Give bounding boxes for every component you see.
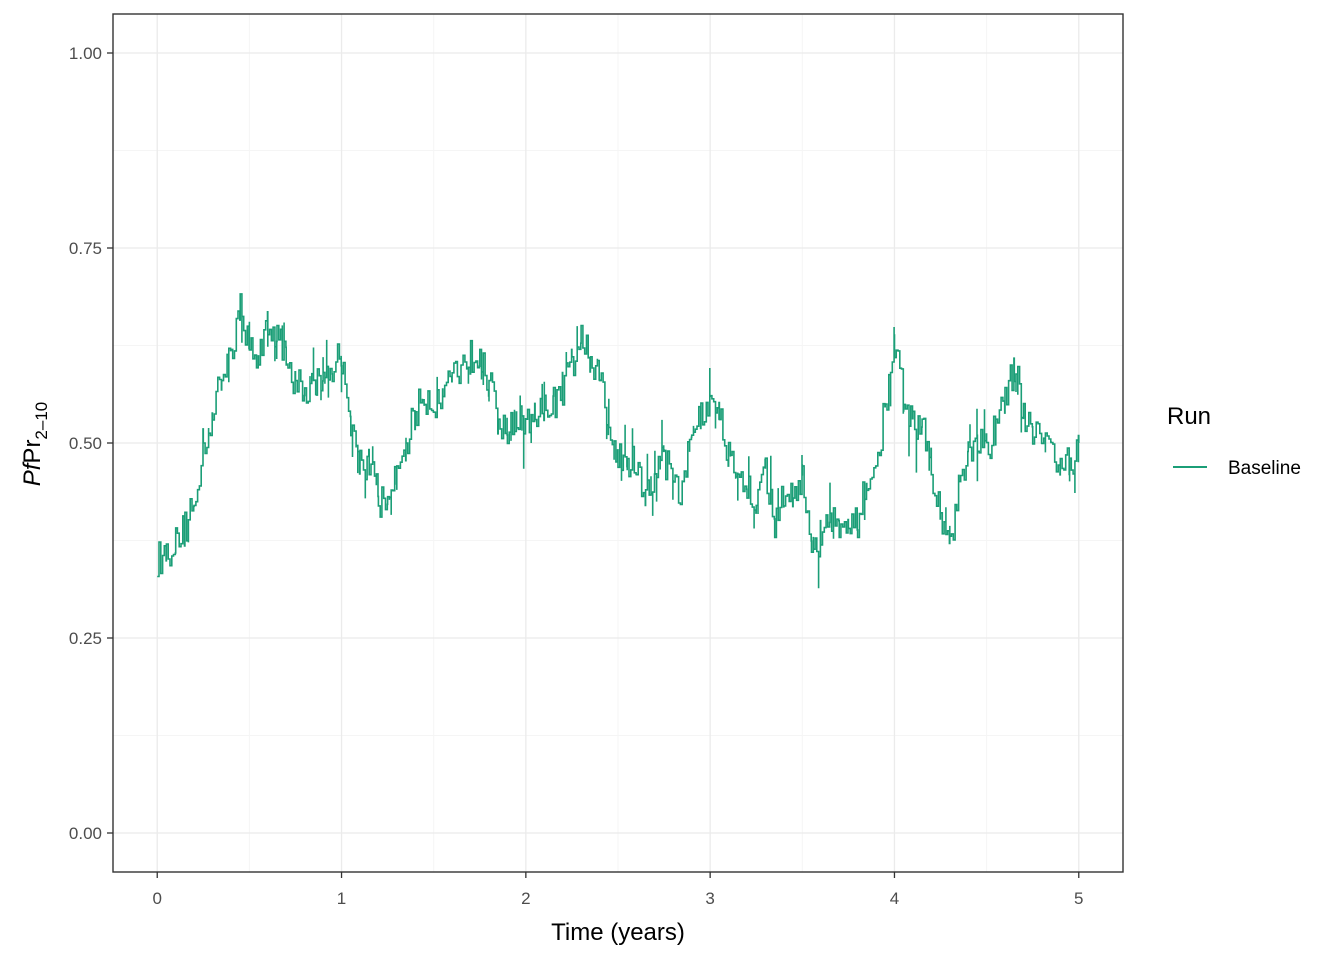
y-axis-title-italic: Pf: [19, 461, 46, 486]
x-tick-label: 5: [1074, 889, 1083, 908]
series-layer: [157, 293, 1080, 589]
y-axis-ticks: 0.00 0.25 0.50 0.75 1.00: [69, 44, 113, 843]
x-tick-label: 3: [705, 889, 714, 908]
y-tick-label: 0.75: [69, 239, 102, 258]
legend: Run Baseline: [1167, 403, 1301, 479]
x-axis-title: Time (years): [551, 919, 685, 946]
legend-label-baseline: Baseline: [1228, 458, 1301, 479]
x-tick-label: 1: [337, 889, 346, 908]
x-tick-label: 4: [890, 889, 899, 908]
y-tick-label: 0.00: [69, 824, 102, 843]
x-tick-label: 2: [521, 889, 530, 908]
y-tick-label: 0.50: [69, 434, 102, 453]
series-line-baseline: [157, 293, 1080, 589]
y-axis-title-subscript: 2–10: [32, 402, 51, 440]
x-tick-label: 0: [152, 889, 161, 908]
y-tick-label: 1.00: [69, 44, 102, 63]
grid-major-lines: [113, 14, 1123, 872]
y-axis-title: PfPr2–10: [19, 402, 51, 487]
y-tick-label: 0.25: [69, 629, 102, 648]
x-axis-ticks: 0 1 2 3 4 5: [152, 872, 1084, 908]
y-axis-title-main: Pr: [19, 440, 46, 464]
legend-title: Run: [1167, 403, 1211, 430]
